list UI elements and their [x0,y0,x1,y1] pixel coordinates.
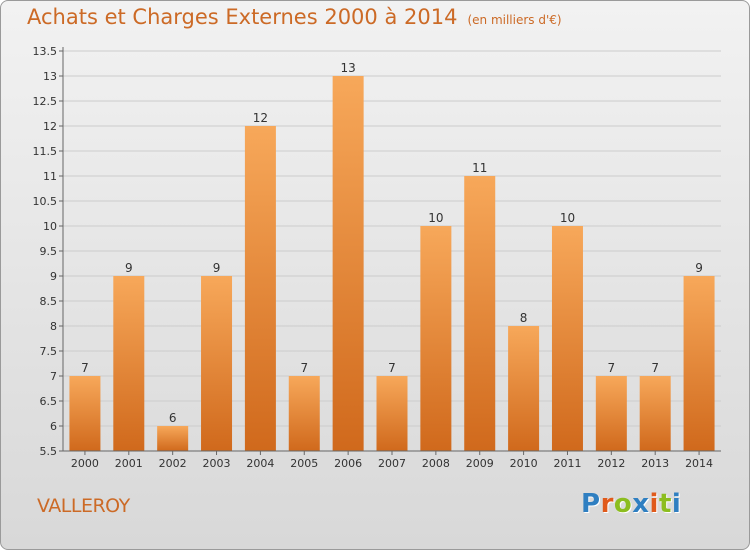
y-tick-label: 8.5 [40,295,58,308]
bar [508,326,540,451]
bar-value-label: 9 [213,261,221,275]
bar [639,376,671,451]
x-tick-label: 2007 [378,457,406,470]
bar [288,376,320,451]
x-tick-label: 2006 [334,457,362,470]
x-tick-label: 2014 [685,457,713,470]
logo-letter: r [600,489,614,519]
bar-value-label: 7 [388,361,396,375]
y-tick-label: 13 [43,70,57,83]
x-tick-label: 2010 [510,457,538,470]
x-tick-label: 2004 [246,457,274,470]
y-tick-label: 6.5 [40,395,58,408]
logo-letter: P [581,489,601,519]
x-axis-ticks: 2000 2001 2002 2003 2004 2005 2006 2007 2008 2009… [71,451,713,470]
y-tick-label: 7 [50,370,57,383]
proxiti-logo[interactable]: Proxiti [581,489,681,519]
y-tick-label: 7.5 [40,345,58,358]
x-tick-label: 2011 [553,457,581,470]
bar [551,226,583,451]
y-tick-label: 9 [50,270,57,283]
y-tick-label: 5.5 [40,445,58,458]
bar-value-label: 7 [81,361,89,375]
y-tick-label: 12.5 [33,95,58,108]
bar-value-label: 7 [651,361,659,375]
bar [113,276,145,451]
bar-value-label: 9 [695,261,703,275]
bars [69,76,715,451]
y-tick-label: 11.5 [33,145,58,158]
bar-value-label: 9 [125,261,133,275]
y-tick-label: 10.5 [33,195,58,208]
bar [420,226,452,451]
bar [683,276,715,451]
bar-value-label: 11 [472,161,487,175]
logo-letter: x [632,489,650,519]
logo-letter: i [671,489,682,519]
commune-name: VALLEROY [37,495,130,517]
y-tick-label: 13.5 [33,45,58,58]
bar-value-label: 7 [300,361,308,375]
bar-value-label: 10 [560,211,575,225]
y-axis-ticks: 5.5 6 6.5 7 7.5 8 8.5 9 9.5 10 10.5 11 11.5 12 12.5 13 1… [33,45,63,458]
bar [244,126,276,451]
logo-letter: i [649,489,659,519]
logo-letter: o [613,489,633,519]
bar [464,176,496,451]
y-tick-label: 11 [43,170,57,183]
x-tick-label: 2012 [597,457,625,470]
chart-title-text: Achats et Charges Externes 2000 à 2014 [27,5,458,29]
x-tick-label: 2009 [466,457,494,470]
bar-value-label: 8 [520,311,528,325]
axes [62,47,721,452]
bar [157,426,189,451]
x-tick-label: 2000 [71,457,99,470]
bar-value-label: 13 [340,61,355,75]
bar-value-label: 10 [428,211,443,225]
chart-title: Achats et Charges Externes 2000 à 2014 (e… [27,5,562,29]
bar-value-label: 12 [253,111,268,125]
bar-value-label: 7 [608,361,616,375]
bar [595,376,627,451]
x-tick-label: 2002 [159,457,187,470]
bar [201,276,233,451]
logo-letter: t [658,489,672,519]
x-tick-label: 2008 [422,457,450,470]
bar [332,76,364,451]
y-tick-label: 10 [43,220,57,233]
x-tick-label: 2013 [641,457,669,470]
unit-label: (en milliers d'€) [467,13,562,27]
y-tick-label: 8 [50,320,57,333]
data-labels: 7 9 6 9 12 7 13 7 10 11 8 10 7 7 9 [81,61,703,425]
y-tick-label: 12 [43,120,57,133]
y-tick-label: 6 [50,420,57,433]
bar [376,376,408,451]
bar [69,376,101,451]
y-tick-label: 9.5 [40,245,58,258]
x-tick-label: 2003 [203,457,231,470]
bar-value-label: 6 [169,411,177,425]
x-tick-label: 2001 [115,457,143,470]
x-tick-label: 2005 [290,457,318,470]
